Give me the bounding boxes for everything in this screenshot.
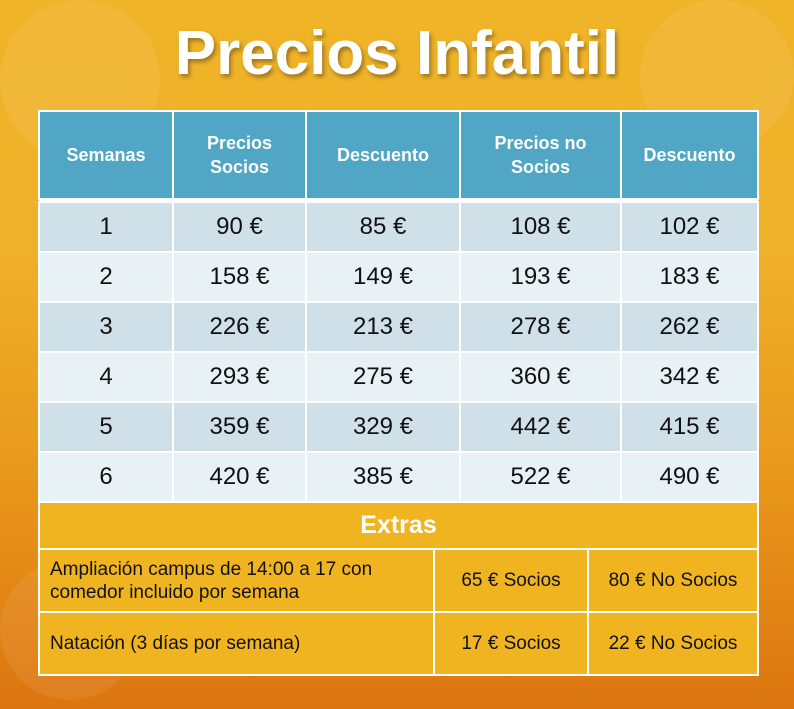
extras-cell: 80 € No Socios	[586, 548, 760, 613]
table-cell: 4	[38, 351, 174, 403]
table-cell: 490 €	[620, 451, 759, 503]
page-title: Precios Infantil	[174, 19, 620, 88]
extras-cell: Ampliación campus de 14:00 a 17 con come…	[38, 548, 435, 613]
table-cell: 213 €	[305, 301, 461, 353]
table-cell: 158 €	[172, 251, 307, 303]
extras-header: Extras	[37, 501, 760, 550]
table-cell: 293 €	[172, 351, 307, 403]
table-row: 1 90 €85 €108 €102 €	[38, 201, 759, 253]
extras-header-row: Extras	[37, 501, 760, 550]
column-header: Descuento	[620, 110, 759, 200]
column-header-label: Precios Socios	[206, 133, 273, 177]
table-cell: 2	[38, 251, 174, 303]
header-row: Semanas Precios Socios Descuento Precios…	[38, 110, 759, 200]
table-cell: 226 €	[172, 301, 307, 353]
table-cell: 420 €	[172, 451, 307, 503]
table-cell: 108 €	[459, 201, 622, 253]
table-cell: 275 €	[305, 351, 461, 403]
table-row: 2 158 €149 €193 €183 €	[38, 251, 759, 303]
table-row: 3 226 €213 €278 €262 €	[38, 301, 759, 353]
header-gap	[39, 199, 758, 202]
table-cell: 90 €	[172, 201, 307, 253]
table-row: 6 420 €385 €522 €490 €	[38, 451, 759, 503]
table-cell: 522 €	[459, 451, 622, 503]
table-cell: 360 €	[459, 351, 622, 403]
table-cell: 102 €	[620, 201, 759, 253]
table-cell: 149 €	[305, 251, 461, 303]
extras-row: Natación (3 días por semana) 17 € Socios 2…	[38, 611, 760, 676]
extras-cell: Natación (3 días por semana)	[38, 611, 435, 676]
table-cell: 193 €	[459, 251, 622, 303]
extras-cell: 17 € Socios	[433, 611, 589, 676]
column-header: Descuento	[305, 110, 461, 200]
extras-cell: 22 € No Socios	[586, 611, 760, 676]
table-cell: 342 €	[620, 351, 759, 403]
table-cell: 359 €	[172, 401, 307, 453]
table-cell: 85 €	[305, 201, 461, 253]
table-cell: 1	[38, 201, 174, 253]
extras-table: Extras Ampliación campus de 14:00 a 17 c…	[37, 501, 760, 676]
divider	[39, 199, 758, 202]
table-cell: 442 €	[459, 401, 622, 453]
table-cell: 415 €	[620, 401, 759, 453]
extras-cell: 65 € Socios	[433, 548, 589, 613]
table-cell: 3	[38, 301, 174, 353]
table-cell: 262 €	[620, 301, 759, 353]
column-header: Precios Socios	[172, 110, 307, 200]
table-cell: 278 €	[459, 301, 622, 353]
table-row: 5 359 €329 €442 €415 €	[38, 401, 759, 453]
table-cell: 5	[38, 401, 174, 453]
table-cell: 329 €	[305, 401, 461, 453]
column-header-label: Precios no Socios	[494, 133, 587, 177]
column-header: Semanas	[38, 110, 174, 200]
table-cell: 183 €	[620, 251, 759, 303]
extras-row: Ampliación campus de 14:00 a 17 con come…	[38, 548, 760, 613]
table-cell: 6	[38, 451, 174, 503]
column-header: Precios no Socios	[459, 110, 622, 200]
table-row: 4 293 €275 €360 €342 €	[38, 351, 759, 403]
price-table: Semanas Precios Socios Descuento Precios…	[38, 110, 759, 503]
table-cell: 385 €	[305, 451, 461, 503]
